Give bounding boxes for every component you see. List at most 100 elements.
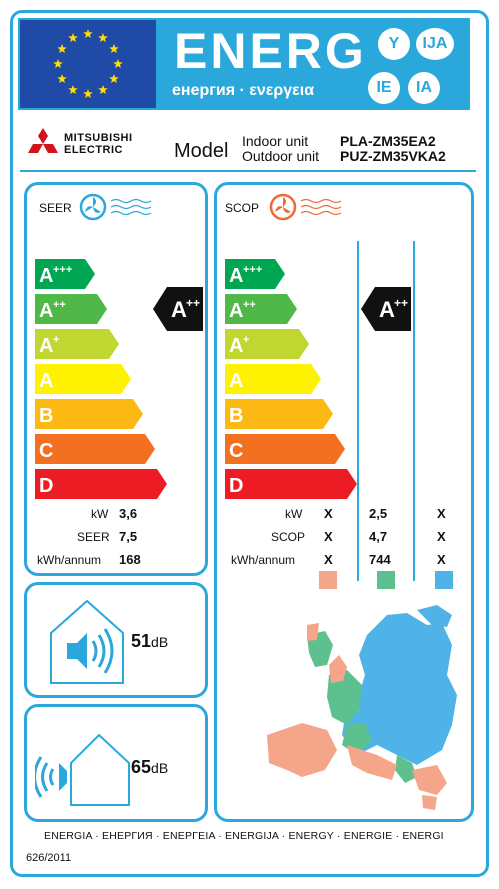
heating-class-arrow: D [225,469,357,499]
heating-scop-cold: X [437,529,446,544]
cooling-seer-label: SEER [77,530,110,544]
eu-star [83,89,93,98]
heating-kwh-label: kWh/annum [231,553,296,567]
cooling-kw-value: 3,6 [119,506,138,521]
lang-code-ie: IE [368,72,400,104]
header-divider [20,170,476,172]
eu-star [57,44,67,53]
fan-heat-icon [269,193,342,221]
cooling-class-arrow: A ++ [35,294,107,324]
cooling-class-letter-label: A [39,370,53,392]
warm-zone-swatch [319,571,337,589]
heating-kw-warm: X [324,506,333,521]
cooling-class-arrow: A [35,364,131,394]
cooling-kw-label: kW [91,507,109,521]
cooling-kwh-value: 168 [119,552,141,567]
heating-class-sup: ++ [394,296,408,310]
cooling-class-sup-label: + [53,334,59,346]
eu-star [68,85,78,94]
indoor-noise-number: 51 [131,631,152,651]
cooling-class-letter: A [171,297,187,322]
eu-star [83,29,93,38]
column-divider-1 [357,241,359,581]
cooling-class-arrow: C [35,434,155,464]
energ-title: ENERG [174,23,367,79]
outdoor-unit-label: Outdoor unit [242,148,320,164]
cooling-class-arrow: D [35,469,167,499]
cooling-class-letter-label: A [39,300,53,322]
indoor-noise-unit: dB [151,634,169,650]
indoor-noise-panel: 51dB [24,582,208,698]
brand-logo: MITSUBISHI ELECTRIC [24,128,154,168]
heating-class-sup-label: +++ [243,264,262,276]
cooling-class-sup-label: +++ [53,264,72,276]
regulation-number: 626/2011 [26,852,72,864]
eu-flag [18,18,158,110]
indoor-noise-value: 51dB [131,631,168,652]
model-label: Model [174,140,229,162]
fan-cool-icon [79,193,152,221]
eu-star [57,74,67,83]
cooling-class-letter-label: A [39,335,53,357]
heating-panel: SCOP A +++ A ++ A + A B C D A ++ kW X 2,5 X SCOP … [214,182,474,822]
outdoor-noise-value: 65dB [131,757,168,778]
heating-class-arrow: A +++ [225,259,285,289]
cooling-panel: SEER A +++ A ++ A + A B C D A ++ kW 3,6 SEER 7,5 … [24,182,208,576]
heating-kwh-warm: X [324,552,333,567]
cooling-class-sup: ++ [186,296,200,310]
eu-stars [53,29,123,98]
heating-class-sup-label: + [243,334,249,346]
indoor-house-icon [50,599,124,684]
heating-class-arrow: C [225,434,345,464]
cooling-class-letter-label: A [39,265,53,287]
brand-line1: MITSUBISHI [64,132,133,144]
heating-class-letter-label: A [229,300,243,322]
cooling-class-letter-label: D [39,475,53,497]
heating-scop-warm: X [324,529,333,544]
heating-class-letter-label: B [229,405,243,427]
cooling-seer-value: 7,5 [119,529,138,544]
lang-code-ija: IJA [416,28,454,60]
seer-title: SEER [39,201,72,215]
outdoor-noise-number: 65 [131,757,152,777]
cooling-class-letter-label: C [39,440,53,462]
heating-class-letter-label: A [229,335,243,357]
europe-map [267,605,457,810]
average-zone-swatch [377,571,395,589]
unit-labels: Indoor unit Outdoor unit [242,134,319,164]
heating-class-sup-label: ++ [243,299,256,311]
outdoor-noise-unit: dB [151,760,169,776]
cooling-class-arrow: B [35,399,143,429]
lang-code-ia: IA [408,72,440,104]
cold-zone-swatch [435,571,453,589]
lang-code-y: Y [378,28,410,60]
outdoor-unit-value: PUZ-ZM35VKA2 [340,148,446,164]
heating-class-letter-label: A [229,265,243,287]
heating-kwh-average: 744 [369,552,391,567]
heating-class-letter-label: A [229,370,243,392]
eu-star [98,85,108,94]
heating-class-arrow: B [225,399,333,429]
heating-class-letter-label: D [229,475,243,497]
cooling-class-letter-label: B [39,405,53,427]
heating-kw-cold: X [437,506,446,521]
heating-kwh-cold: X [437,552,446,567]
eu-star [68,33,78,43]
indoor-unit-label: Indoor unit [242,133,309,149]
cooling-class-arrow: A +++ [35,259,95,289]
energ-subtitle: енергия · ενεργεια [172,82,315,99]
eu-star [98,33,108,43]
heating-kw-average: 2,5 [369,506,388,521]
outdoor-noise-panel: 65dB [24,704,208,822]
eu-star [53,59,63,68]
energy-header: ENERG енергия · ενεργεια Y IJA IE IA [158,18,470,110]
brand-line2: ELECTRIC [64,144,123,156]
heating-scop-label: SCOP [271,530,306,544]
heating-class-letter-label: C [229,440,243,462]
footer-languages: ENERGIA · ЕНЕРГИЯ · ΕΝΕΡΓΕΙΑ · ENERGIJA … [44,830,444,842]
cooling-class-sup-label: ++ [53,299,66,311]
heating-scop-average: 4,7 [369,529,388,544]
column-divider-2 [413,241,415,581]
brand-name: MITSUBISHI ELECTRIC [64,132,133,156]
heating-class-arrow: A [225,364,321,394]
